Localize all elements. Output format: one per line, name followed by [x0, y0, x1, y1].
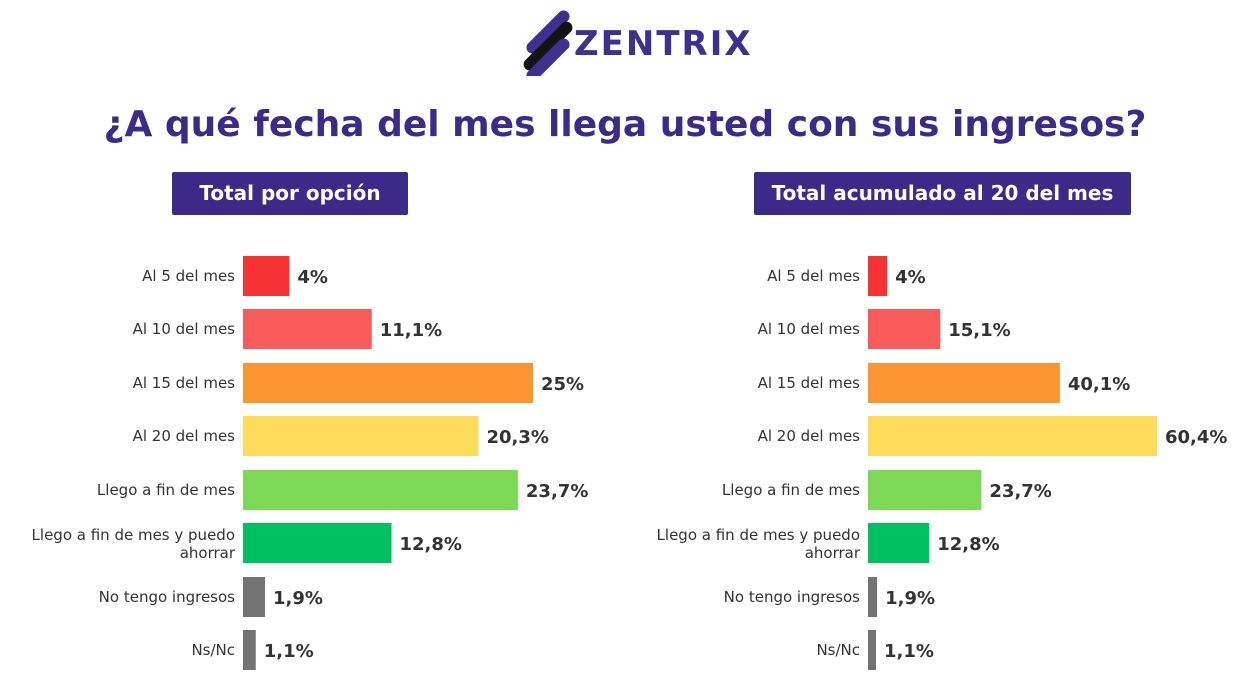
- value-label: 20,3%: [486, 427, 548, 448]
- category-label: Al 5 del mes: [767, 267, 860, 285]
- bar: [243, 416, 479, 456]
- bar: [243, 630, 256, 670]
- bar: [868, 363, 1060, 403]
- category-label: Al 10 del mes: [133, 320, 236, 338]
- page-title: ¿A qué fecha del mes llega usted con sus…: [103, 104, 1147, 145]
- bar: [868, 416, 1157, 456]
- bar: [243, 309, 372, 349]
- category-label: Llego a fin de mes y puedo ahorrar: [657, 526, 861, 562]
- zentrix-logo-icon: [523, 10, 573, 76]
- value-label: 15,1%: [948, 320, 1010, 341]
- value-label: 1,1%: [264, 641, 314, 662]
- category-label: Al 15 del mes: [133, 374, 236, 392]
- value-label: 4%: [297, 267, 328, 288]
- category-label: Al 20 del mes: [758, 427, 861, 445]
- value-label: 11,1%: [380, 320, 442, 341]
- category-label: Al 15 del mes: [758, 374, 861, 392]
- value-label: 60,4%: [1165, 427, 1227, 448]
- value-label: 1,1%: [884, 641, 934, 662]
- bar: [868, 630, 876, 670]
- value-label: 23,7%: [989, 481, 1051, 502]
- category-label: Al 20 del mes: [133, 427, 236, 445]
- chart-title-left: Total por opción: [172, 172, 408, 215]
- category-label: Llego a fin de mes: [722, 481, 860, 499]
- value-label: 1,9%: [885, 588, 935, 609]
- bar: [868, 577, 878, 617]
- bar: [868, 523, 930, 563]
- category-label: Ns/Nc: [816, 641, 860, 659]
- category-label: No tengo ingresos: [99, 588, 236, 606]
- bar: [243, 577, 266, 617]
- bar: [243, 256, 290, 296]
- bar: [243, 363, 533, 403]
- bar: [868, 470, 982, 510]
- value-label: 12,8%: [399, 534, 461, 555]
- category-label: Al 5 del mes: [142, 267, 235, 285]
- value-label: 25%: [541, 374, 584, 395]
- category-label: No tengo ingresos: [724, 588, 861, 606]
- value-label: 12,8%: [937, 534, 999, 555]
- category-label: Llego a fin de mes: [97, 481, 235, 499]
- bar: [868, 256, 888, 296]
- value-label: 40,1%: [1068, 374, 1130, 395]
- chart-title-right: Total acumulado al 20 del mes: [754, 172, 1131, 215]
- category-label: Llego a fin de mes y puedo ahorrar: [32, 526, 236, 562]
- bar: [243, 523, 392, 563]
- category-label: Al 10 del mes: [758, 320, 861, 338]
- bar: [868, 309, 941, 349]
- value-label: 23,7%: [526, 481, 588, 502]
- bar: [243, 470, 518, 510]
- value-label: 4%: [895, 267, 926, 288]
- value-label: 1,9%: [273, 588, 323, 609]
- brand-name: ZENTRIX: [574, 24, 753, 64]
- category-label: Ns/Nc: [191, 641, 235, 659]
